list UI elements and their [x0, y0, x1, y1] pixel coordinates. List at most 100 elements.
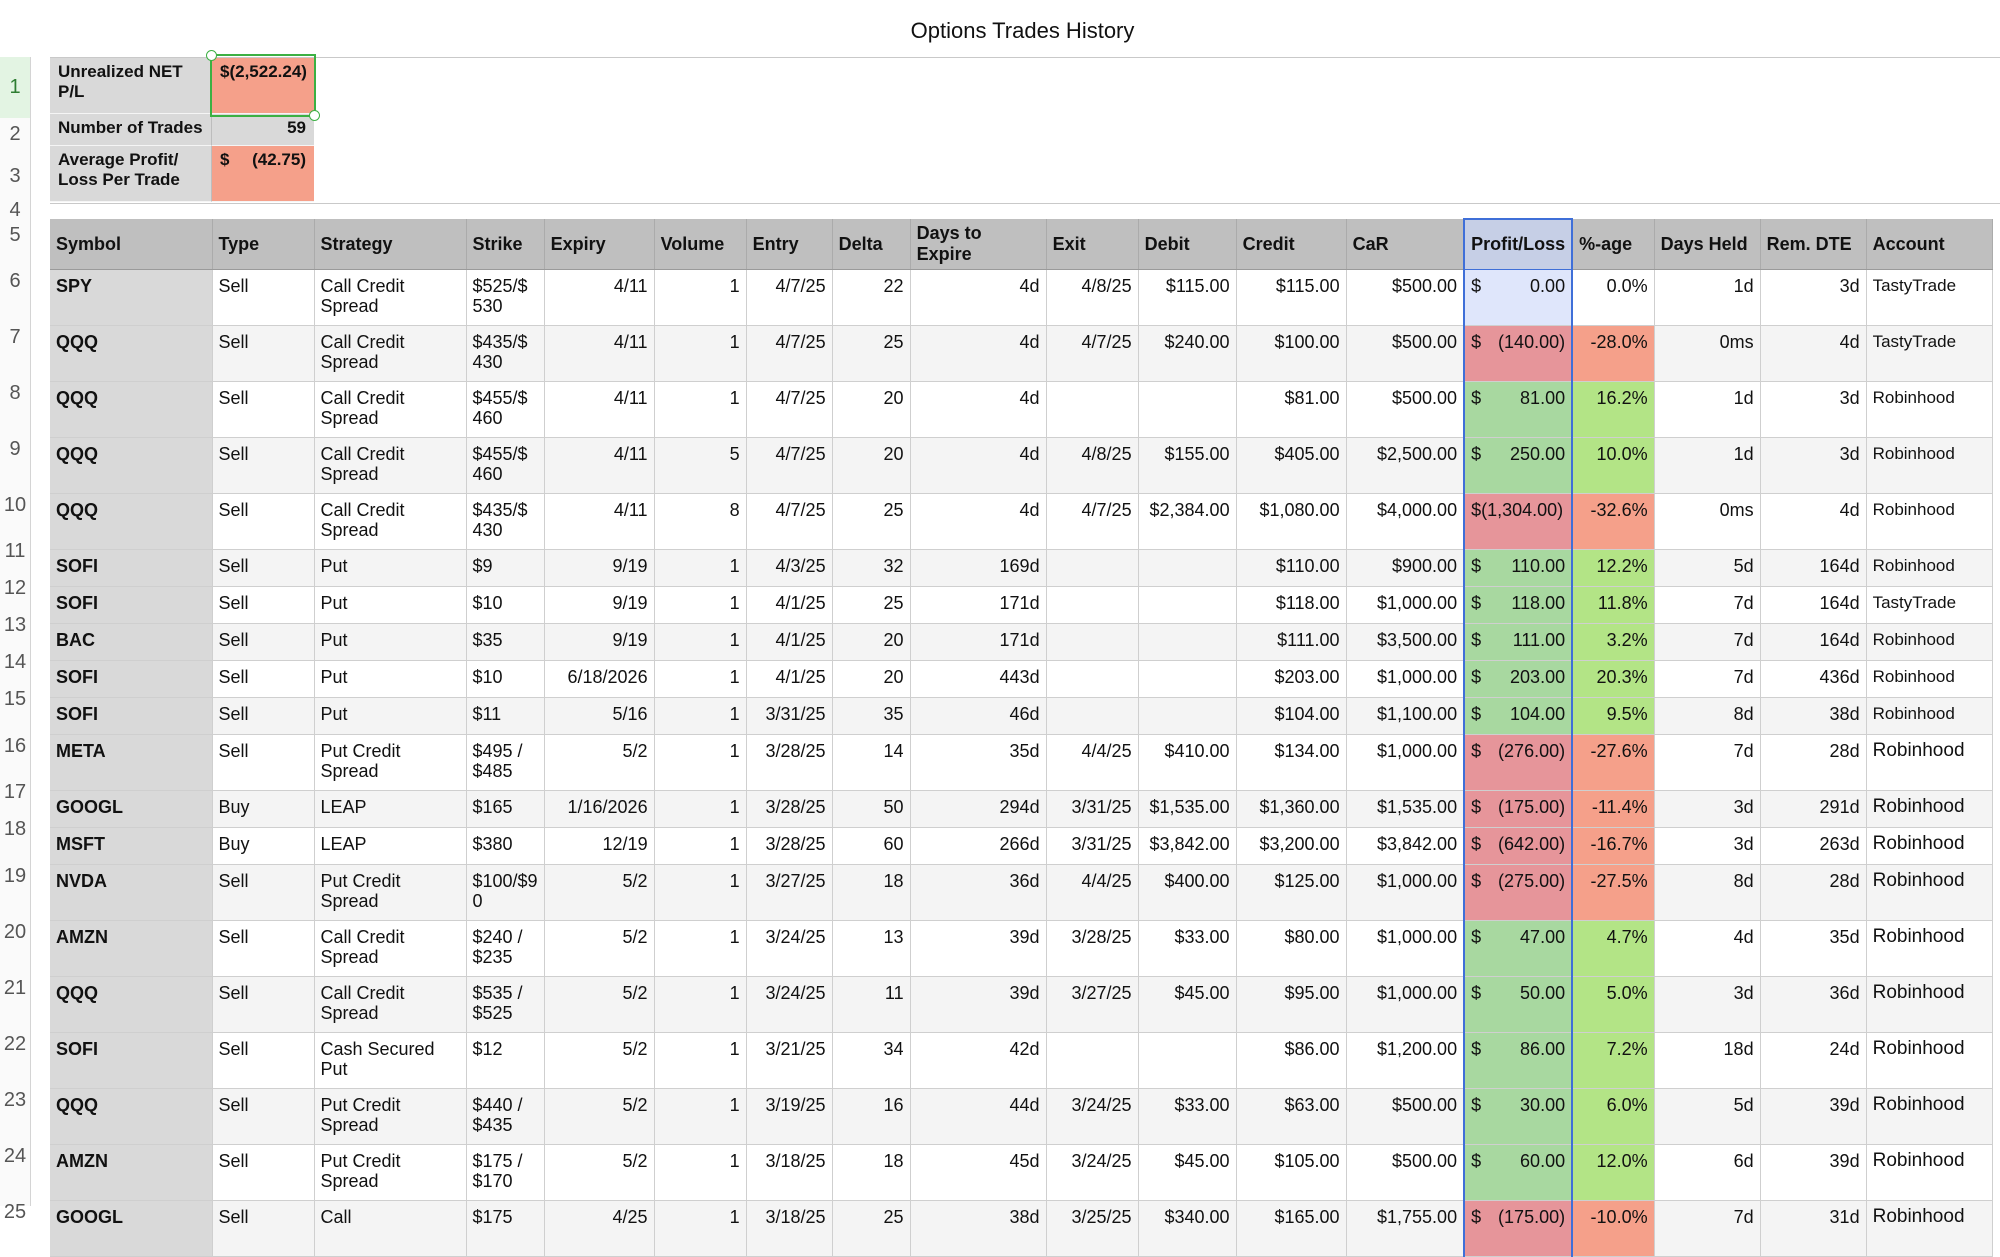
cell-delta[interactable]: 50 — [832, 790, 911, 828]
cell-exit[interactable]: 3/31/25 — [1046, 827, 1139, 865]
cell-debit[interactable]: $400.00 — [1138, 864, 1237, 921]
cell-strategy[interactable]: Put — [314, 549, 467, 587]
cell-account[interactable]: Robinhood — [1866, 381, 1993, 438]
cell-rem[interactable]: 436d — [1760, 660, 1867, 698]
cell-held[interactable]: 1d — [1654, 437, 1761, 494]
cell-car[interactable]: $1,000.00 — [1346, 920, 1465, 977]
row-number[interactable]: 6 — [9, 270, 21, 292]
cell-volume[interactable]: 1 — [654, 269, 747, 326]
cell-exit[interactable]: 3/27/25 — [1046, 976, 1139, 1033]
cell-rem[interactable]: 3d — [1760, 437, 1867, 494]
cell-strategy[interactable]: Call Credit Spread — [314, 269, 467, 326]
cell-debit[interactable]: $155.00 — [1138, 437, 1237, 494]
cell-delta[interactable]: 25 — [832, 586, 911, 624]
cell-volume[interactable]: 1 — [654, 549, 747, 587]
cell-strike[interactable]: $175 — [466, 1200, 545, 1257]
row-number[interactable]: 13 — [3, 614, 27, 636]
cell-account[interactable]: Robinhood — [1866, 1032, 1993, 1089]
cell-exit[interactable]: 3/24/25 — [1046, 1144, 1139, 1201]
cell-account[interactable]: Robinhood — [1866, 734, 1993, 791]
cell-entry[interactable]: 3/31/25 — [746, 697, 833, 735]
cell-held[interactable]: 0ms — [1654, 493, 1761, 550]
cell-type[interactable]: Sell — [212, 493, 315, 550]
cell-expiry[interactable]: 5/2 — [544, 864, 655, 921]
cell-pl[interactable]: $30.00 — [1463, 1088, 1574, 1145]
cell-dte[interactable]: 46d — [910, 697, 1047, 735]
cell-pl[interactable]: $110.00 — [1463, 549, 1574, 587]
row-number[interactable]: 4 — [9, 199, 21, 221]
cell-pl[interactable]: $ (175.00) — [1463, 1200, 1574, 1257]
cell-entry[interactable]: 3/28/25 — [746, 827, 833, 865]
cell-pl[interactable]: $ (140.00) — [1463, 325, 1574, 382]
cell-car[interactable]: $1,100.00 — [1346, 697, 1465, 735]
cell-volume[interactable]: 1 — [654, 920, 747, 977]
cell-debit[interactable]: $115.00 — [1138, 269, 1237, 326]
cell-dte[interactable]: 294d — [910, 790, 1047, 828]
cell-delta[interactable]: 11 — [832, 976, 911, 1033]
cell-volume[interactable]: 1 — [654, 623, 747, 661]
cell-entry[interactable]: 4/3/25 — [746, 549, 833, 587]
cell-account[interactable]: Robinhood — [1866, 864, 1993, 921]
cell-expiry[interactable]: 9/19 — [544, 586, 655, 624]
cell-volume[interactable]: 1 — [654, 586, 747, 624]
cell-pct[interactable]: 7.2% — [1572, 1032, 1655, 1089]
cell-car[interactable]: $4,000.00 — [1346, 493, 1465, 550]
cell-pct[interactable]: 4.7% — [1572, 920, 1655, 977]
cell-volume[interactable]: 1 — [654, 790, 747, 828]
cell-strategy[interactable]: LEAP — [314, 790, 467, 828]
cell-symbol[interactable]: QQQ — [50, 437, 213, 494]
cell-account[interactable]: Robinhood — [1866, 437, 1993, 494]
cell-exit[interactable]: 4/7/25 — [1046, 493, 1139, 550]
cell-pct[interactable]: 3.2% — [1572, 623, 1655, 661]
cell-type[interactable]: Sell — [212, 734, 315, 791]
cell-car[interactable]: $1,000.00 — [1346, 586, 1465, 624]
cell-credit[interactable]: $405.00 — [1236, 437, 1347, 494]
cell-exit[interactable] — [1046, 381, 1139, 438]
row-number[interactable]: 2 — [9, 123, 21, 145]
cell-exit[interactable]: 4/8/25 — [1046, 437, 1139, 494]
cell-type[interactable]: Sell — [212, 697, 315, 735]
cell-rem[interactable]: 263d — [1760, 827, 1867, 865]
row-number[interactable]: 19 — [3, 865, 27, 887]
cell-rem[interactable]: 38d — [1760, 697, 1867, 735]
cell-strategy[interactable]: Put Credit Spread — [314, 1144, 467, 1201]
cell-credit[interactable]: $165.00 — [1236, 1200, 1347, 1257]
cell-held[interactable]: 7d — [1654, 586, 1761, 624]
cell-delta[interactable]: 25 — [832, 1200, 911, 1257]
cell-strategy[interactable]: Call Credit Spread — [314, 493, 467, 550]
cell-symbol[interactable]: META — [50, 734, 213, 791]
cell-credit[interactable]: $105.00 — [1236, 1144, 1347, 1201]
cell-strategy[interactable]: Call — [314, 1200, 467, 1257]
cell-credit[interactable]: $104.00 — [1236, 697, 1347, 735]
cell-held[interactable]: 7d — [1654, 623, 1761, 661]
cell-held[interactable]: 1d — [1654, 269, 1761, 326]
cell-rem[interactable]: 3d — [1760, 269, 1867, 326]
cell-entry[interactable]: 3/28/25 — [746, 734, 833, 791]
cell-entry[interactable]: 4/1/25 — [746, 660, 833, 698]
cell-symbol[interactable]: SOFI — [50, 549, 213, 587]
cell-held[interactable]: 7d — [1654, 660, 1761, 698]
cell-delta[interactable]: 20 — [832, 437, 911, 494]
cell-car[interactable]: $500.00 — [1346, 1144, 1465, 1201]
cell-account[interactable]: Robinhood — [1866, 827, 1993, 865]
row-number[interactable]: 24 — [3, 1145, 27, 1167]
cell-credit[interactable]: $110.00 — [1236, 549, 1347, 587]
cell-pct[interactable]: -28.0% — [1572, 325, 1655, 382]
cell-held[interactable]: 4d — [1654, 920, 1761, 977]
cell-volume[interactable]: 1 — [654, 1088, 747, 1145]
cell-strike[interactable]: $455/$ 460 — [466, 437, 545, 494]
cell-rem[interactable]: 4d — [1760, 325, 1867, 382]
cell-credit[interactable]: $3,200.00 — [1236, 827, 1347, 865]
cell-symbol[interactable]: BAC — [50, 623, 213, 661]
cell-car[interactable]: $1,000.00 — [1346, 660, 1465, 698]
cell-pl[interactable]: $ (276.00) — [1463, 734, 1574, 791]
cell-delta[interactable]: 32 — [832, 549, 911, 587]
cell-exit[interactable]: 3/31/25 — [1046, 790, 1139, 828]
cell-credit[interactable]: $203.00 — [1236, 660, 1347, 698]
summary-label-average[interactable]: Average Profit/ Loss Per Trade — [50, 146, 212, 202]
cell-delta[interactable]: 25 — [832, 325, 911, 382]
cell-strike[interactable]: $10 — [466, 660, 545, 698]
cell-delta[interactable]: 14 — [832, 734, 911, 791]
cell-rem[interactable]: 164d — [1760, 549, 1867, 587]
cell-rem[interactable]: 31d — [1760, 1200, 1867, 1257]
